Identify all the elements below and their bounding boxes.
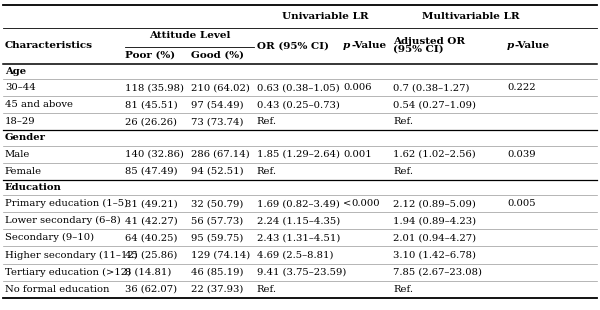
Text: Male: Male [5,150,30,159]
Text: 129 (74.14): 129 (74.14) [191,250,250,259]
Text: 8 (14.81): 8 (14.81) [125,268,171,277]
Text: 0.7 (0.38–1.27): 0.7 (0.38–1.27) [393,83,470,92]
Text: Characteristics: Characteristics [5,41,93,50]
Text: Adjusted OR: Adjusted OR [393,37,465,46]
Text: 32 (50.79): 32 (50.79) [191,199,243,208]
Text: 18–29: 18–29 [5,117,35,126]
Text: 0.039: 0.039 [507,150,536,159]
Text: 85 (47.49): 85 (47.49) [125,167,178,176]
Text: 97 (54.49): 97 (54.49) [191,100,244,109]
Text: 1.85 (1.29–2.64): 1.85 (1.29–2.64) [257,150,340,159]
Text: 41 (42.27): 41 (42.27) [125,216,178,225]
Text: 0.54 (0.27–1.09): 0.54 (0.27–1.09) [393,100,476,109]
Text: 64 (40.25): 64 (40.25) [125,233,178,242]
Text: 140 (32.86): 140 (32.86) [125,150,184,159]
Text: 45 (25.86): 45 (25.86) [125,250,177,259]
Text: 0.006: 0.006 [343,83,372,92]
Text: 3.10 (1.42–6.78): 3.10 (1.42–6.78) [393,250,476,259]
Text: 118 (35.98): 118 (35.98) [125,83,184,92]
Text: 2.43 (1.31–4.51): 2.43 (1.31–4.51) [257,233,340,242]
Text: Good (%): Good (%) [191,51,244,60]
Text: Higher secondary (11–12): Higher secondary (11–12) [5,250,137,259]
Text: 1.69 (0.82–3.49): 1.69 (0.82–3.49) [257,199,340,208]
Text: Multivariable LR: Multivariable LR [422,12,520,21]
Text: <: < [343,199,352,208]
Text: Univariable LR: Univariable LR [282,12,369,21]
Text: 0.001: 0.001 [343,150,372,159]
Text: OR (95% CI): OR (95% CI) [257,41,329,50]
Text: Ref.: Ref. [393,285,413,294]
Text: Female: Female [5,167,42,176]
Text: 45 and above: 45 and above [5,100,73,109]
Text: p: p [343,41,350,50]
Text: No formal education: No formal education [5,285,109,294]
Text: (95% CI): (95% CI) [393,45,443,54]
Text: 95 (59.75): 95 (59.75) [191,233,243,242]
Text: 81 (45.51): 81 (45.51) [125,100,178,109]
Text: 22 (37.93): 22 (37.93) [191,285,243,294]
Text: -Value: -Value [351,41,386,50]
Text: p: p [507,41,514,50]
Text: 210 (64.02): 210 (64.02) [191,83,250,92]
Text: -Value: -Value [515,41,550,50]
Text: Primary education (1–5): Primary education (1–5) [5,199,128,208]
Text: 0.000: 0.000 [351,199,380,208]
Text: 2.12 (0.89–5.09): 2.12 (0.89–5.09) [393,199,476,208]
Text: Gender: Gender [5,133,46,143]
Text: 26 (26.26): 26 (26.26) [125,117,177,126]
Text: Ref.: Ref. [257,285,277,294]
Text: 9.41 (3.75–23.59): 9.41 (3.75–23.59) [257,268,346,277]
Text: 2.24 (1.15–4.35): 2.24 (1.15–4.35) [257,216,340,225]
Text: 0.63 (0.38–1.05): 0.63 (0.38–1.05) [257,83,340,92]
Text: Education: Education [5,183,62,192]
Text: Lower secondary (6–8): Lower secondary (6–8) [5,216,121,225]
Text: Ref.: Ref. [257,167,277,176]
Text: 94 (52.51): 94 (52.51) [191,167,244,176]
Text: 1.94 (0.89–4.23): 1.94 (0.89–4.23) [393,216,476,225]
Text: 1.62 (1.02–2.56): 1.62 (1.02–2.56) [393,150,476,159]
Text: 2.01 (0.94–4.27): 2.01 (0.94–4.27) [393,233,476,242]
Text: Tertiary education (>12): Tertiary education (>12) [5,268,131,277]
Text: 30–44: 30–44 [5,83,35,92]
Text: 0.222: 0.222 [507,83,536,92]
Text: Ref.: Ref. [393,167,413,176]
Text: 73 (73.74): 73 (73.74) [191,117,244,126]
Text: 0.005: 0.005 [507,199,536,208]
Text: Secondary (9–10): Secondary (9–10) [5,233,94,242]
Text: 0.43 (0.25–0.73): 0.43 (0.25–0.73) [257,100,340,109]
Text: 31 (49.21): 31 (49.21) [125,199,178,208]
Text: Age: Age [5,67,26,76]
Text: 56 (57.73): 56 (57.73) [191,216,243,225]
Text: Ref.: Ref. [257,117,277,126]
Text: 36 (62.07): 36 (62.07) [125,285,177,294]
Text: Poor (%): Poor (%) [125,51,175,60]
Text: 46 (85.19): 46 (85.19) [191,268,244,277]
Text: 4.69 (2.5–8.81): 4.69 (2.5–8.81) [257,250,334,259]
Text: 7.85 (2.67–23.08): 7.85 (2.67–23.08) [393,268,482,277]
Text: Attitude Level: Attitude Level [149,31,230,40]
Text: Ref.: Ref. [393,117,413,126]
Text: 286 (67.14): 286 (67.14) [191,150,250,159]
